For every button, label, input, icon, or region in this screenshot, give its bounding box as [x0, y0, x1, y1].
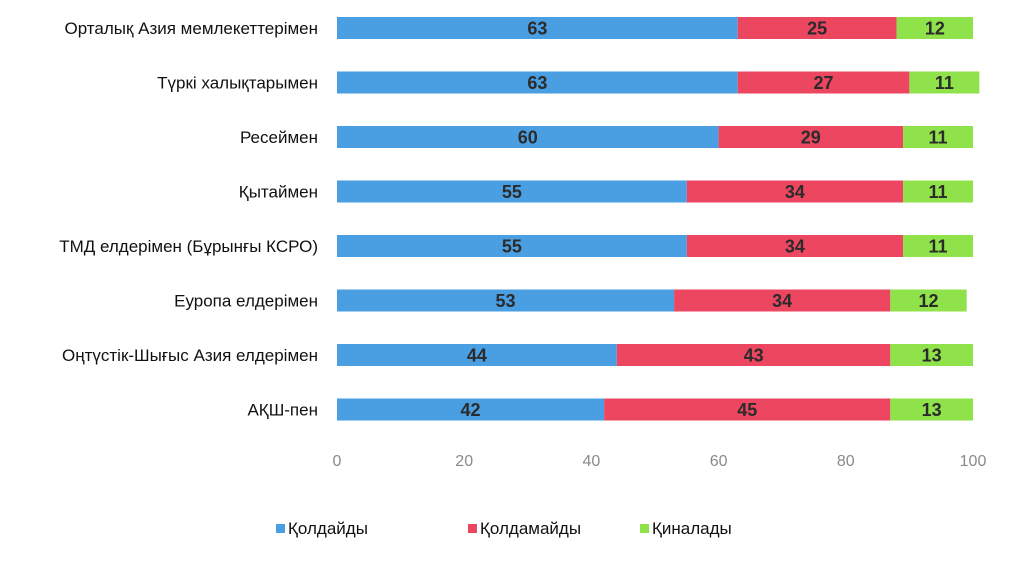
legend-label: Қиналады: [652, 519, 732, 538]
bar-segment: [337, 180, 687, 203]
bar-segment: [718, 126, 904, 148]
bar-value-label: 55: [502, 182, 522, 202]
bar-segment: [890, 289, 967, 312]
category-label: ТМД елдерімен (Бұрынғы КСРО): [59, 237, 318, 256]
bar-value-label: 29: [801, 128, 821, 148]
bar-value-label: 25: [807, 19, 827, 39]
category-label: АҚШ-пен: [247, 401, 318, 420]
category-label: Қытаймен: [239, 183, 318, 202]
bar-value-label: 63: [527, 19, 547, 39]
x-tick-label: 100: [960, 453, 987, 470]
bar-segment: [890, 398, 973, 421]
bar-value-label: 27: [814, 73, 834, 93]
bar-segment: [337, 126, 719, 148]
bar-segment: [674, 289, 891, 312]
bar-segment: [337, 235, 687, 257]
bar-segment: [337, 289, 675, 312]
bar-value-label: 11: [935, 73, 954, 93]
x-tick-label: 40: [583, 453, 601, 470]
category-label: Ресеймен: [240, 128, 318, 147]
category-label: Еуропа елдерімен: [174, 292, 318, 311]
bar-value-label: 12: [918, 291, 938, 311]
bar-segment: [909, 71, 980, 94]
x-tick-label: 0: [333, 453, 342, 470]
bar-segment: [686, 180, 904, 203]
bar-segment: [337, 398, 605, 421]
bar-value-label: 60: [518, 128, 538, 148]
bar-value-label: 63: [527, 73, 547, 93]
bar-value-label: 34: [772, 291, 792, 311]
legend-swatch: [276, 524, 285, 533]
bar-segment: [337, 344, 617, 366]
bar-value-label: 13: [922, 346, 942, 366]
bar-value-label: 43: [744, 346, 764, 366]
bar-segment: [737, 71, 910, 94]
bar-segment: [337, 71, 738, 94]
bar-segment: [890, 344, 973, 366]
bar-segment: [686, 235, 904, 257]
x-tick-label: 60: [710, 453, 728, 470]
bar-value-label: 44: [467, 346, 487, 366]
bar-value-label: 53: [496, 291, 516, 311]
x-tick-label: 20: [455, 453, 473, 470]
bar-value-label: 34: [785, 182, 805, 202]
bar-segment: [903, 126, 973, 148]
bar-segment: [903, 235, 973, 257]
bar-value-label: 12: [925, 19, 945, 39]
bar-segment: [604, 398, 891, 421]
bar-value-label: 11: [929, 237, 948, 257]
bar-value-label: 34: [785, 237, 805, 257]
bar-value-label: 42: [461, 400, 481, 420]
legend-label: Қолдайды: [288, 519, 368, 538]
bar-segment: [337, 17, 738, 39]
category-label: Орталық Азия мемлекеттерімен: [64, 19, 318, 38]
bar-value-label: 11: [929, 128, 948, 148]
bar-value-label: 13: [922, 400, 942, 420]
bar-value-label: 11: [929, 182, 948, 202]
legend-label: Қолдамайды: [480, 519, 581, 538]
bar-segment: [737, 17, 897, 39]
bar-value-label: 55: [502, 237, 522, 257]
legend-swatch: [640, 524, 649, 533]
x-tick-label: 80: [837, 453, 855, 470]
category-label: Түркі халықтарымен: [157, 74, 318, 93]
bar-segment: [896, 17, 973, 39]
category-label: Оңтүстік-Шығыс Азия елдерімен: [62, 346, 318, 365]
bar-segment: [903, 180, 973, 203]
legend-swatch: [468, 524, 477, 533]
bar-segment: [616, 344, 891, 366]
bar-value-label: 45: [737, 400, 757, 420]
